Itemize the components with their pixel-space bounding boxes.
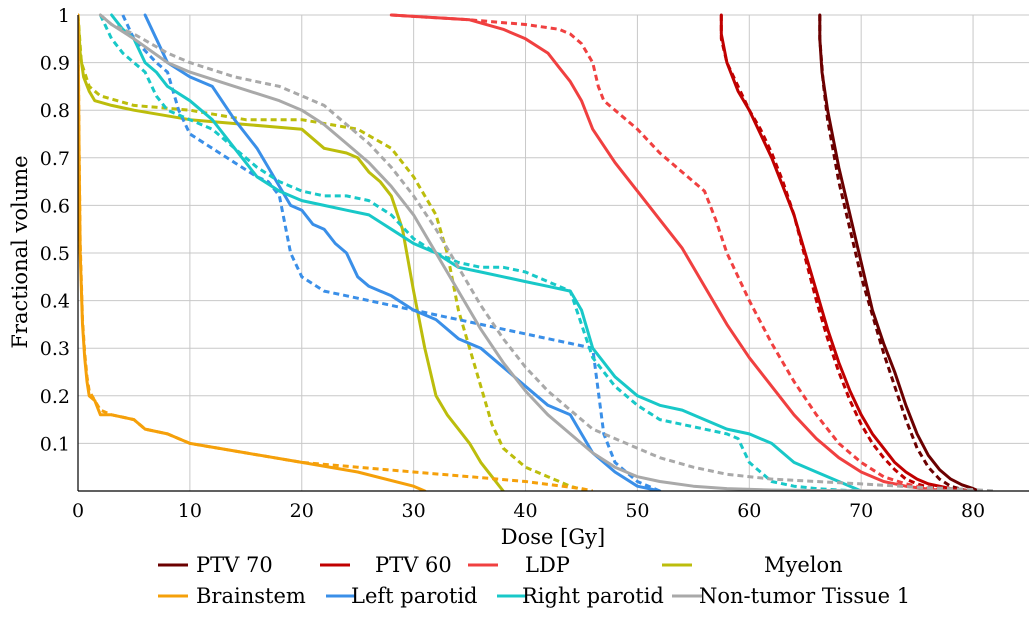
y-tick-label: 0.6 [40,195,70,217]
series-line-right-parotid-solid [110,13,863,491]
y-tick-label: 0.1 [40,433,70,455]
legend-label: PTV 70 [196,553,273,577]
y-tick-label: 0.2 [40,386,70,408]
axes [77,15,1029,492]
legend-label: Right parotid [522,584,664,608]
y-tick-label: 0.5 [40,243,70,265]
x-tick-label: 50 [625,500,649,522]
series-line-ptv-70-dashed [818,15,968,491]
y-tick-label: 0.7 [40,148,70,170]
series-lines [78,13,996,491]
y-axis-label: Fractional volume [8,155,32,348]
legend-label: Non-tumor Tissue 1 [699,584,910,608]
x-tick-label: 40 [513,500,537,522]
x-axis-label: Dose [Gy] [501,525,605,549]
y-tick-label: 1 [58,5,70,27]
series-line-left-parotid-solid [143,13,662,491]
x-tick-label: 60 [737,500,761,522]
legend-label: Myelon [764,553,843,577]
x-tick-label: 0 [72,500,84,522]
series-line-ldp-solid [389,13,953,491]
series-line-left-parotid-dashed [121,14,661,491]
y-tick-label: 0.8 [40,100,70,122]
legend-label: Left parotid [351,584,478,608]
series-line-myelon-dashed [78,14,588,491]
y-tick-label: 0.4 [40,291,70,313]
series-line-ldp-dashed [391,13,951,491]
legend-label: Brainstem [196,584,306,608]
series-line-myelon-solid [78,13,505,491]
legend-label: PTV 60 [375,553,452,577]
y-tick-label: 0.3 [40,338,70,360]
series-line-non-tumor-tissue-1-solid [98,13,975,491]
tick-labels: 0 10 20 30 40 50 60 70 80 0.1 0.2 0.3 0.4 0.5 0.6 0.7 0.… [40,5,985,522]
series-line-ptv-70-solid [818,13,981,491]
x-tick-label: 70 [849,500,873,522]
y-tick-label: 0.9 [40,53,70,75]
series-line-ptv-60-dashed [719,15,951,491]
x-tick-label: 30 [402,500,426,522]
x-tick-label: 80 [961,500,985,522]
series-line-right-parotid-dashed [99,14,862,491]
x-tick-label: 10 [178,500,202,522]
legend-label: LDP [525,553,570,577]
series-line-brainstem-dashed [78,14,594,491]
x-tick-label: 20 [290,500,314,522]
legend: PTV 70 PTV 60 LDP Myelon Brainstem Left parot… [158,553,910,608]
